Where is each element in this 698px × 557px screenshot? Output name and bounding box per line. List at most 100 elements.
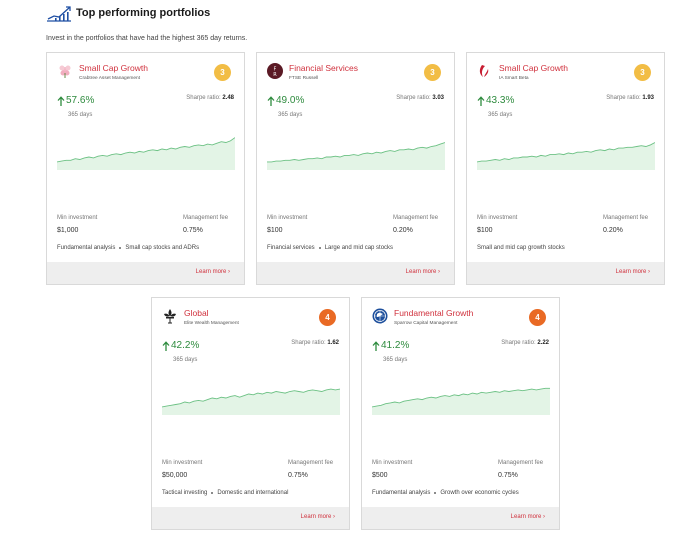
strategy-tag: Tactical investing [162,490,208,496]
management-fee-value: 0.75% [183,227,203,234]
separator-dot [434,492,437,494]
management-fee-value: 0.20% [393,227,413,234]
return-value: 49.0% [267,95,304,106]
sharpe-ratio: Sharpe ratio: 2.22 [501,340,549,346]
min-investment-value: $500 [372,472,388,479]
portfolio-card[interactable]: Small Cap Growth IA Smart Beta 3 43.3% 3… [466,52,665,285]
sparkline-line [477,142,655,163]
sharpe-label: Sharpe ratio: [501,340,538,346]
strategy-tag: Large and mid cap stocks [324,245,394,251]
min-investment-label: Min investment [57,215,98,221]
strategy-tags: Small and mid cap growth stocks [477,245,565,251]
sparkline-line [162,388,340,408]
section-header: Top performing portfolios [46,4,210,22]
arrow-up-icon [477,95,485,106]
performance-sparkline [57,137,235,170]
globe-logo-icon [372,308,388,324]
management-fee-label: Management fee [393,215,439,221]
strategy-tag: Fundamental analysis [372,490,431,496]
learn-more-link[interactable]: Learn more › [300,514,335,520]
learn-more-link[interactable]: Learn more › [405,269,440,275]
min-investment-value: $50,000 [162,472,188,479]
sparkline-area [477,142,655,170]
learn-more-link[interactable]: Learn more › [195,269,230,275]
sharpe-value: 2.48 [222,95,234,101]
sparkline-line [57,137,235,163]
arrow-up-icon [372,340,380,351]
return-percent: 43.3% [486,95,515,106]
sharpe-value: 3.03 [432,95,444,101]
sharpe-ratio: Sharpe ratio: 3.03 [396,95,444,101]
performance-sparkline [162,388,340,415]
portfolio-manager: FTSE Russell [289,76,319,81]
return-percent: 49.0% [276,95,305,106]
return-percent: 42.2% [171,340,200,351]
separator-dot [119,247,122,249]
arrow-up-icon [162,340,170,351]
rank-badge: 4 [319,309,336,326]
strategy-tags: Tactical investing Domestic and internati… [162,490,288,496]
portfolio-name[interactable]: Small Cap Growth [79,63,148,73]
min-investment-value: $1,000 [57,227,79,234]
strategy-tag: Domestic and international [217,490,289,496]
portfolio-card[interactable]: Fundamental Growth Sparrow Capital Manag… [361,297,560,530]
strategy-tags: Financial services Large and mid cap stoc… [267,245,393,251]
portfolio-name[interactable]: Global [184,308,209,318]
return-value: 57.6% [57,95,94,106]
page-subtitle: Invest in the portfolios that have had t… [46,35,248,42]
sparkline-area [162,389,340,415]
portfolio-card[interactable]: Global Elite Wealth Management 4 42.2% 3… [151,297,350,530]
chart-growth-icon [47,6,71,22]
separator-dot [318,247,321,249]
management-fee-label: Management fee [498,460,544,466]
management-fee-label: Management fee [183,215,229,221]
min-investment-value: $100 [477,227,493,234]
strategy-tag: Small cap stocks and ADRs [125,245,200,251]
return-value: 42.2% [162,340,199,351]
portfolio-name[interactable]: Fundamental Growth [394,308,474,318]
management-fee-value: 0.75% [288,472,308,479]
min-investment-label: Min investment [267,215,308,221]
sharpe-label: Sharpe ratio: [606,95,643,101]
card-footer: Learn more › [257,262,454,284]
sharpe-ratio: Sharpe ratio: 1.62 [291,340,339,346]
sharpe-ratio: Sharpe ratio: 2.48 [186,95,234,101]
sharpe-label: Sharpe ratio: [396,95,433,101]
strategy-tags: Fundamental analysis Growth over economic… [372,490,519,496]
sharpe-ratio: Sharpe ratio: 1.93 [606,95,654,101]
sparkline-line [372,387,550,408]
portfolio-name[interactable]: Financial Services [289,63,358,73]
return-period: 365 days [383,357,408,363]
return-value: 43.3% [477,95,514,106]
portfolio-manager: Elite Wealth Management [184,321,239,326]
sparkline-area [57,137,235,170]
management-fee-label: Management fee [603,215,649,221]
learn-more-link[interactable]: Learn more › [510,514,545,520]
performance-sparkline [372,387,550,415]
card-footer: Learn more › [152,507,349,529]
strategy-tag: Fundamental analysis [57,245,116,251]
return-percent: 41.2% [381,340,410,351]
portfolio-manager: IA Smart Beta [499,76,529,81]
sparkline-area [267,142,445,170]
portfolio-name[interactable]: Small Cap Growth [499,63,568,73]
strategy-tags: Fundamental analysis Small cap stocks and… [57,245,199,251]
rank-badge: 4 [529,309,546,326]
ia-logo-icon [477,63,493,79]
learn-more-link[interactable]: Learn more › [615,269,650,275]
portfolio-manager: Sparrow Capital Management [394,321,458,326]
min-investment-label: Min investment [162,460,203,466]
svg-text:R: R [273,72,277,78]
min-investment-label: Min investment [477,215,518,221]
card-footer: Learn more › [362,507,559,529]
sharpe-value: 1.93 [642,95,654,101]
strategy-tag: Growth over economic cycles [440,490,519,496]
return-period: 365 days [68,112,93,118]
return-period: 365 days [488,112,513,118]
portfolio-card[interactable]: Small Cap Growth Crabtree Asset Manageme… [46,52,245,285]
return-period: 365 days [278,112,303,118]
sharpe-value: 2.22 [537,340,549,346]
svg-text:F: F [274,67,277,73]
